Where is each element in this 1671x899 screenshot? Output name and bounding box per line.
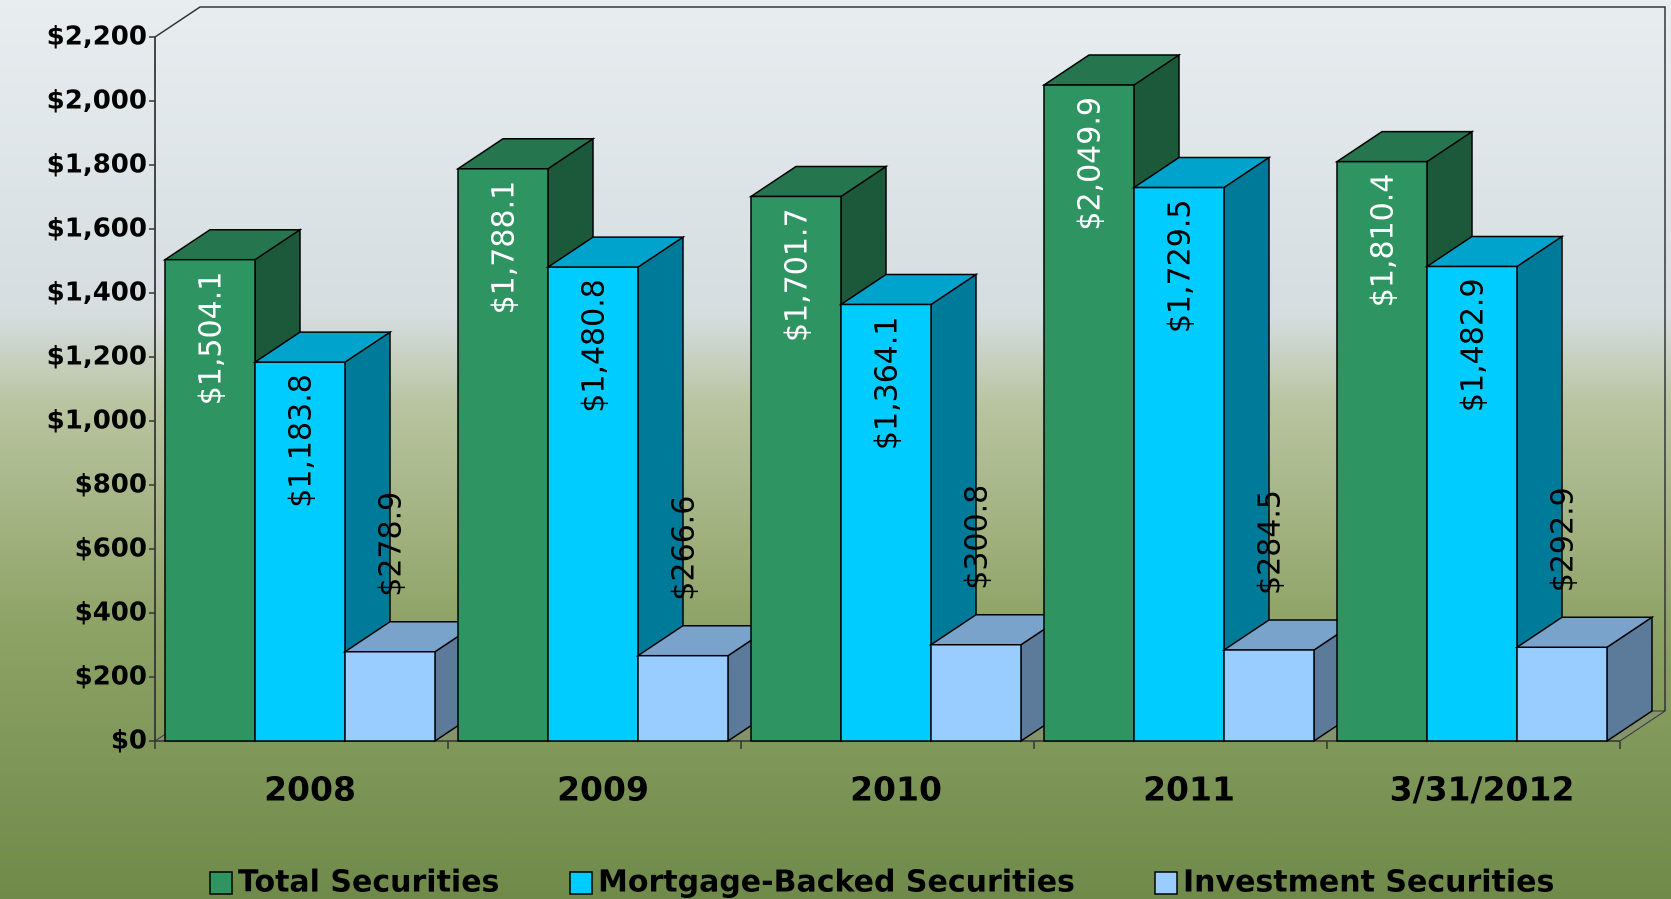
- bar: [638, 656, 728, 741]
- y-tick-label: $600: [75, 534, 147, 564]
- x-tick-label: 2008: [264, 770, 356, 809]
- y-tick-label: $1,200: [47, 342, 147, 372]
- y-tick-label: $1,600: [47, 214, 147, 244]
- legend-swatch: [1155, 872, 1177, 894]
- y-tick-label: $800: [75, 470, 147, 500]
- value-label: $2,049.9: [1073, 97, 1108, 231]
- chart: $0 $200 $400 $600 $800 $1,000 $1,200 $1,400 $1,6…: [0, 0, 1671, 899]
- value-label: $292.9: [1546, 487, 1581, 592]
- legend-swatch: [210, 872, 232, 894]
- value-label: $1,701.7: [780, 208, 815, 342]
- y-tick-label: $1,400: [47, 278, 147, 308]
- value-label: $284.5: [1253, 490, 1288, 595]
- value-label: $1,480.8: [577, 279, 612, 413]
- value-label: $1,364.1: [870, 316, 905, 450]
- value-label: $1,729.5: [1163, 200, 1198, 334]
- legend-label: Total Securities: [238, 865, 499, 899]
- value-label: $1,482.9: [1456, 278, 1491, 412]
- value-label: $1,504.1: [194, 272, 229, 406]
- legend-label: Mortgage-Backed Securities: [598, 865, 1075, 899]
- value-label: $1,788.1: [487, 181, 522, 315]
- value-label: $266.6: [667, 496, 702, 601]
- legend-label: Investment Securities: [1183, 865, 1554, 899]
- value-label: $1,183.8: [284, 374, 319, 508]
- y-tick-label: $0: [111, 726, 147, 756]
- value-label: $300.8: [960, 485, 995, 590]
- bar: [931, 645, 1021, 741]
- y-tick-label: $2,200: [47, 22, 147, 52]
- y-tick-label: $400: [75, 598, 147, 628]
- bar: [1224, 650, 1314, 741]
- bar: [345, 652, 435, 741]
- value-label: $1,810.4: [1366, 174, 1401, 308]
- value-label: $278.9: [374, 492, 409, 597]
- x-tick-label: 2011: [1143, 770, 1235, 809]
- bar: [1517, 647, 1607, 741]
- x-tick-label: 3/31/2012: [1390, 770, 1575, 809]
- x-tick-label: 2010: [850, 770, 942, 809]
- x-tick-label: 2009: [557, 770, 649, 809]
- y-tick-label: $200: [75, 662, 147, 692]
- y-tick-label: $1,800: [47, 150, 147, 180]
- y-tick-label: $2,000: [47, 86, 147, 116]
- legend-swatch: [570, 872, 592, 894]
- y-tick-label: $1,000: [47, 406, 147, 436]
